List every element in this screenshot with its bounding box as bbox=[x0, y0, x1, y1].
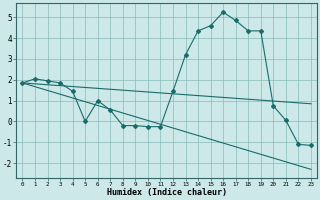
X-axis label: Humidex (Indice chaleur): Humidex (Indice chaleur) bbox=[107, 188, 227, 197]
